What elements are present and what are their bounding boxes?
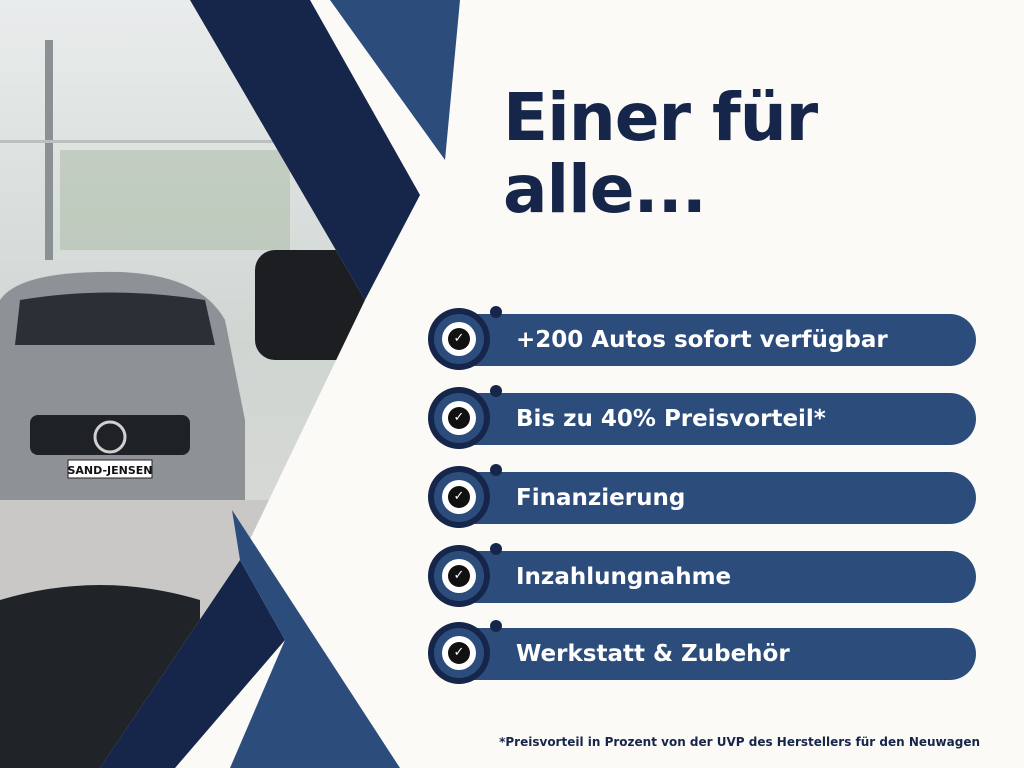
blue-lower-band: [230, 510, 400, 768]
feature-item: Bis zu 40% Preisvorteil* ✓: [428, 385, 978, 449]
check-circle-icon: ✓: [448, 565, 470, 587]
feature-item: Werkstatt & Zubehör ✓: [428, 620, 978, 684]
headline-line1: Einer für: [503, 79, 818, 156]
check-circle-icon: ✓: [448, 486, 470, 508]
check-circle-icon: ✓: [448, 407, 470, 429]
feature-label: Inzahlungnahme: [516, 564, 732, 590]
feature-label: Bis zu 40% Preisvorteil*: [516, 406, 826, 432]
feature-item: Finanzierung ✓: [428, 464, 978, 528]
headline-line2: alle...: [503, 151, 707, 228]
feature-label: Werkstatt & Zubehör: [516, 641, 790, 667]
blue-triangle: [330, 0, 460, 160]
footnote: *Preisvorteil in Prozent von der UVP des…: [499, 735, 980, 749]
check-circle-icon: ✓: [448, 328, 470, 350]
check-circle-icon: ✓: [448, 642, 470, 664]
navy-lower-band: [100, 560, 285, 768]
navy-chevron: [190, 0, 420, 300]
svg-text:SAND-JENSEN: SAND-JENSEN: [68, 464, 153, 477]
feature-label: Finanzierung: [516, 485, 686, 511]
headline: Einer für alle...: [503, 79, 818, 228]
feature-item: +200 Autos sofort verfügbar ✓: [428, 306, 978, 370]
feature-label: +200 Autos sofort verfügbar: [516, 327, 888, 353]
feature-item: Inzahlungnahme ✓: [428, 543, 978, 607]
